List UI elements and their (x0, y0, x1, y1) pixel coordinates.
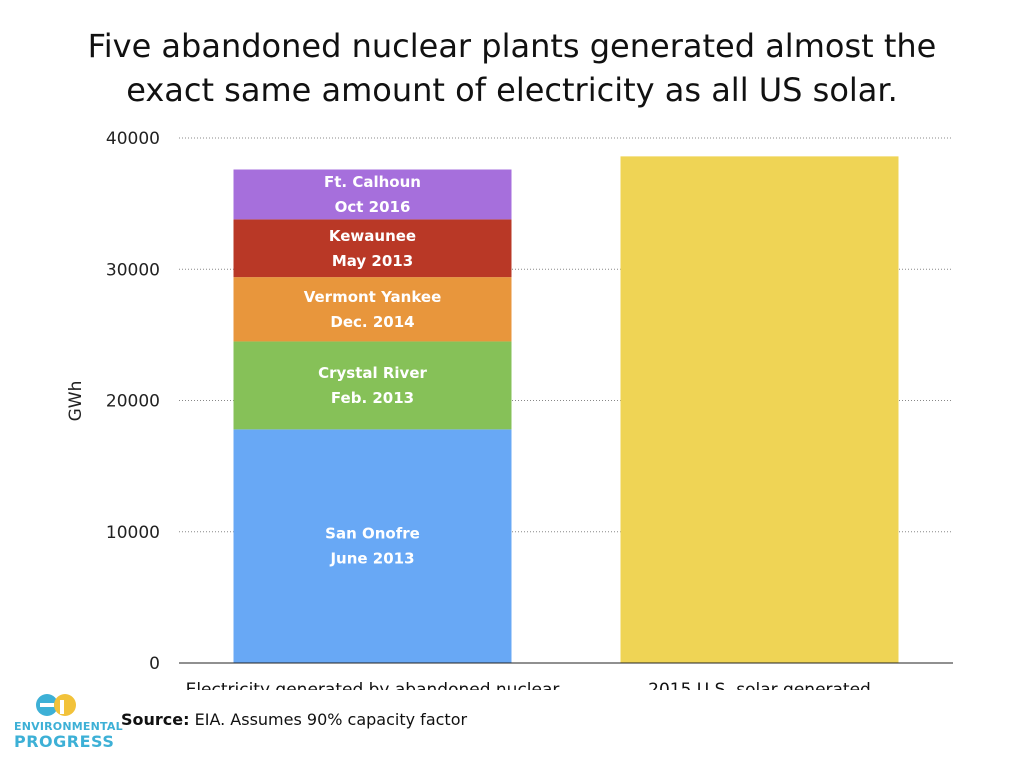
bar-segment-0 (233, 429, 512, 663)
x-category-1: 2015 U.S. solar generated (648, 680, 871, 690)
segment-label-0-0: San Onofre (325, 525, 420, 543)
y-tick-labels: 0 10000 20000 30000 40000 (106, 129, 160, 674)
title-line-2: exact same amount of electricity as all … (126, 71, 898, 109)
segment-label-3-1: May 2013 (332, 252, 413, 270)
bar-segment-1 (233, 341, 512, 430)
source-note: Source: EIA. Assumes 90% capacity factor (121, 710, 467, 729)
segment-label-1-0: Crystal River (318, 364, 427, 382)
logo-line-1: ENVIRONMENTAL (14, 720, 123, 733)
source-text: EIA. Assumes 90% capacity factor (194, 710, 468, 729)
bar-segment-2 (233, 277, 512, 342)
segment-label-1-1: Feb. 2013 (331, 389, 414, 407)
y-tick-4: 40000 (106, 129, 160, 149)
environmental-progress-logo: ENVIRONMENTAL PROGRESS (14, 692, 123, 752)
segment-label-2-1: Dec. 2014 (330, 313, 414, 331)
bar-segment-5 (620, 156, 899, 663)
y-tick-0: 0 (149, 654, 160, 674)
bar-segment-3 (233, 219, 512, 278)
y-tick-2: 20000 (106, 392, 160, 412)
stacked-bar-chart: 0 10000 20000 30000 40000 San Onofre June 201… (66, 129, 953, 690)
y-tick-1: 10000 (106, 523, 160, 543)
x-category-labels: Electricity generated by abandoned nucle… (186, 680, 871, 690)
segment-label-0-1: June 2013 (329, 550, 414, 568)
segment-label-4-1: Oct 2016 (335, 198, 411, 216)
segment-label-3-0: Kewaunee (329, 227, 416, 245)
x-category-0: Electricity generated by abandoned nucle… (186, 680, 560, 690)
ep-logo-icon (36, 694, 76, 716)
logo-line-2: PROGRESS (14, 732, 115, 751)
bars (233, 156, 899, 663)
title-line-1: Five abandoned nuclear plants generated … (87, 27, 937, 65)
bar-segment-4 (233, 169, 512, 220)
segment-label-2-0: Vermont Yankee (304, 288, 442, 306)
y-tick-3: 30000 (106, 260, 160, 280)
source-label: Source: (121, 710, 190, 729)
chart-title: Five abandoned nuclear plants generated … (0, 24, 1024, 112)
segment-label-4-0: Ft. Calhoun (324, 173, 421, 191)
segment-labels: San Onofre June 2013 Crystal River Feb. 201… (304, 173, 442, 568)
y-axis-label: GWh (66, 381, 86, 422)
